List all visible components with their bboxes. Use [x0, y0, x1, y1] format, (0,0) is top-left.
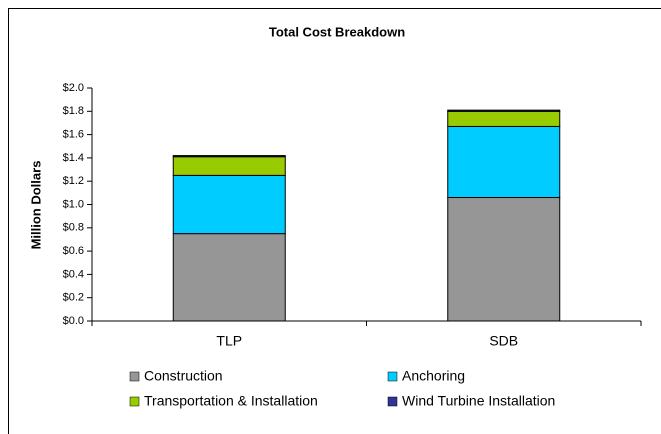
y-tick-label: $2.0 — [63, 82, 84, 94]
bar-segment — [447, 125, 561, 199]
x-tick-label: SDB — [489, 333, 518, 349]
y-tick-label: $0.2 — [63, 292, 84, 304]
legend-label: Construction — [144, 368, 223, 384]
y-tick-label: $0.4 — [63, 268, 84, 280]
y-tick-label: $0.8 — [63, 222, 84, 234]
legend-swatch — [129, 371, 140, 382]
bar-segment — [172, 156, 286, 176]
bar-segment — [447, 110, 561, 127]
y-tick-label: $1.0 — [63, 198, 84, 210]
y-tick-label: $1.8 — [63, 105, 84, 117]
legend-label: Anchoring — [402, 368, 465, 384]
chart-frame — [8, 8, 661, 434]
legend-swatch — [129, 396, 140, 407]
y-axis-label: Million Dollars — [28, 161, 43, 250]
y-tick-label: $1.4 — [63, 152, 84, 164]
bar-segment — [172, 174, 286, 235]
y-tick-label: $1.2 — [63, 175, 84, 187]
bar-segment — [447, 109, 561, 112]
legend-label: Wind Turbine Installation — [402, 393, 555, 409]
bar-segment — [172, 233, 286, 322]
legend-swatch — [387, 371, 398, 382]
chart-title: Total Cost Breakdown — [269, 24, 405, 39]
legend-label: Transportation & Installation — [144, 393, 318, 409]
legend-swatch — [387, 396, 398, 407]
y-tick-label: $1.6 — [63, 129, 84, 141]
y-tick-label: $0.0 — [63, 315, 84, 327]
y-tick-label: $0.6 — [63, 245, 84, 257]
x-tick-label: TLP — [216, 333, 242, 349]
bar-segment — [447, 197, 561, 322]
bar-segment — [172, 155, 286, 158]
